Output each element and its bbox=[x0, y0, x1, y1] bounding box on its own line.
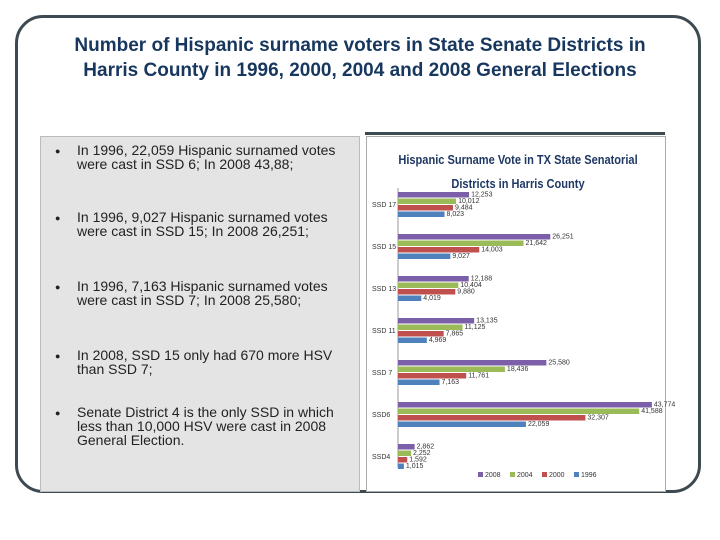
category-label: SSD 7 bbox=[372, 370, 392, 377]
value-label: 10,012 bbox=[458, 198, 480, 205]
bar bbox=[398, 360, 547, 366]
value-label: 2,862 bbox=[417, 444, 435, 451]
bullet-panel: ● In 1996, 22,059 Hispanic surnamed votes… bbox=[40, 136, 360, 492]
bar bbox=[398, 463, 404, 469]
value-label: 14,003 bbox=[481, 247, 503, 254]
bar bbox=[398, 295, 422, 301]
value-label: 25,580 bbox=[548, 360, 570, 367]
value-label: 43,774 bbox=[654, 402, 676, 409]
legend-swatch bbox=[510, 472, 515, 477]
bar bbox=[398, 247, 480, 253]
bullet: ● In 1996, 22,059 Hispanic surnamed votes… bbox=[55, 142, 357, 172]
legend-label: 2008 bbox=[485, 472, 501, 479]
bullet: ● In 1996, 7,163 Hispanic surnamed votes … bbox=[55, 278, 357, 308]
value-label: 21,642 bbox=[526, 240, 548, 247]
value-label: 22,059 bbox=[528, 421, 550, 428]
bullet-dot: ● bbox=[55, 213, 61, 223]
bar bbox=[398, 415, 586, 421]
bar bbox=[398, 289, 456, 295]
slide-title: Number of Hispanic surname voters in Sta… bbox=[74, 35, 646, 81]
value-label: 8,023 bbox=[447, 211, 465, 218]
value-label: 4,019 bbox=[423, 295, 441, 302]
category-label: SSD 15 bbox=[372, 244, 396, 251]
bar bbox=[398, 205, 454, 211]
value-label: 18,436 bbox=[507, 366, 529, 373]
value-label: 9,484 bbox=[455, 205, 473, 212]
value-label: 1,015 bbox=[406, 463, 424, 470]
value-label: 26,251 bbox=[552, 234, 574, 241]
category-label: SSD6 bbox=[372, 412, 390, 419]
bullet: ● In 1996, 9,027 Hispanic surnamed votes … bbox=[55, 209, 357, 239]
bar bbox=[398, 276, 469, 282]
category-label: SSD 13 bbox=[372, 286, 396, 293]
value-label: 41,588 bbox=[641, 408, 663, 415]
category-label: SSD 11 bbox=[372, 328, 396, 335]
chart-title: Hispanic Surname Vote in TX State Senato… bbox=[398, 152, 638, 191]
bullet-dot: ● bbox=[55, 351, 61, 361]
category-label: SSD4 bbox=[372, 454, 390, 461]
bar bbox=[398, 408, 640, 414]
bar bbox=[398, 379, 440, 385]
bar bbox=[398, 366, 505, 372]
bar bbox=[398, 211, 445, 217]
bullet-text: Senate District 4 is the only SSD in whi… bbox=[77, 404, 334, 448]
title-rule bbox=[365, 132, 665, 135]
bar bbox=[398, 240, 524, 246]
bar bbox=[398, 421, 526, 427]
bar bbox=[398, 450, 412, 456]
value-label: 2,252 bbox=[413, 450, 431, 457]
value-label: 7,865 bbox=[446, 331, 464, 338]
bar bbox=[398, 337, 427, 343]
legend-label: 2004 bbox=[517, 472, 533, 479]
value-label: 9,880 bbox=[457, 289, 475, 296]
value-label: 12,253 bbox=[471, 192, 493, 199]
bullet-text: In 2008, SSD 15 only had 670 more HSV th… bbox=[77, 347, 333, 377]
value-label: 32,307 bbox=[587, 415, 609, 422]
legend-label: 1996 bbox=[581, 472, 597, 479]
legend-swatch bbox=[542, 472, 547, 477]
value-label: 9,027 bbox=[452, 253, 470, 260]
legend-label: 2000 bbox=[549, 472, 565, 479]
value-label: 11,761 bbox=[468, 373, 489, 380]
bar bbox=[398, 444, 415, 450]
value-label: 4,969 bbox=[429, 337, 447, 344]
bar bbox=[398, 253, 451, 259]
bar bbox=[398, 331, 444, 337]
bullet-dot: ● bbox=[55, 408, 61, 418]
bar bbox=[398, 373, 467, 379]
value-label: 11,125 bbox=[465, 324, 486, 331]
bullet-text: In 1996, 9,027 Hispanic surnamed votes w… bbox=[77, 209, 328, 239]
bullet-text: In 1996, 22,059 Hispanic surnamed votes … bbox=[77, 142, 336, 172]
bullet-dot: ● bbox=[55, 146, 61, 156]
value-label: 10,404 bbox=[460, 282, 482, 289]
legend-swatch bbox=[574, 472, 579, 477]
bullet-dot: ● bbox=[55, 282, 61, 292]
category-label: SSD 17 bbox=[372, 202, 396, 209]
bar bbox=[398, 402, 652, 408]
bar bbox=[398, 457, 408, 463]
value-label: 12,188 bbox=[471, 276, 493, 283]
value-label: 1,592 bbox=[409, 457, 427, 464]
legend-swatch bbox=[478, 472, 483, 477]
value-label: 7,163 bbox=[442, 379, 460, 386]
value-label: 13,135 bbox=[476, 318, 498, 325]
bullet: ● In 2008, SSD 15 only had 670 more HSV t… bbox=[55, 347, 357, 377]
bar bbox=[398, 318, 475, 324]
bar bbox=[398, 234, 551, 240]
bar bbox=[398, 282, 459, 288]
bar bbox=[398, 198, 457, 204]
bar bbox=[398, 324, 463, 330]
bullet-text: In 1996, 7,163 Hispanic surnamed votes w… bbox=[77, 278, 328, 308]
bullet: ● Senate District 4 is the only SSD in wh… bbox=[55, 404, 357, 448]
bar bbox=[398, 192, 470, 198]
